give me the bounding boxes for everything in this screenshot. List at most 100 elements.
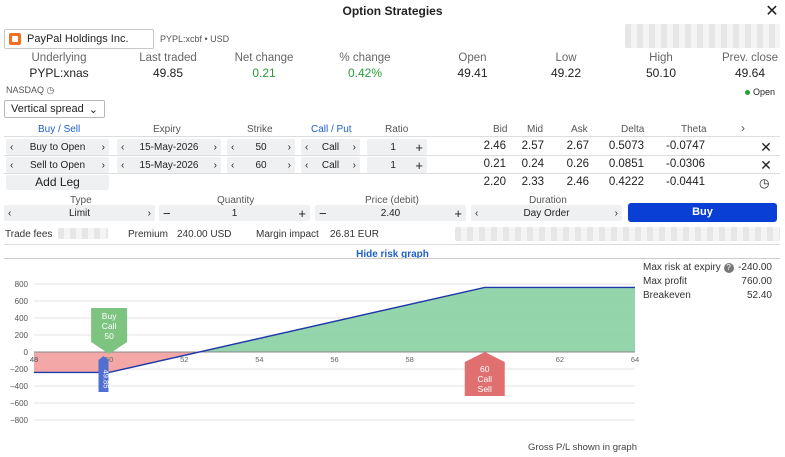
remove-leg-icon[interactable]: ✕ [760, 139, 772, 155]
leg-bid: 0.21 [483, 158, 506, 170]
chevron-down-icon: ⌄ [88, 103, 98, 116]
y-tick-label: 400 [15, 314, 29, 323]
leg-row: ‹ Buy to Open › ‹ 15-May-2026 › ‹ 50 › ‹ Call › … [0, 139, 785, 157]
buy-button[interactable]: Buy [628, 203, 777, 222]
quantity-stepper[interactable]: − 1 + [159, 205, 310, 221]
current-price-marker [98, 356, 109, 392]
max-risk-value: -240.00 [738, 262, 772, 273]
minus-icon[interactable]: − [163, 205, 171, 221]
leg-strike-select[interactable]: ‹ 50 › [227, 139, 295, 155]
chevron-left-icon[interactable]: ‹ [10, 159, 14, 171]
stat-header: Prev. close [721, 52, 779, 64]
add-leg-button[interactable]: Add Leg [6, 175, 109, 190]
stat-header: Net change [234, 52, 294, 64]
minus-icon[interactable]: − [319, 205, 327, 221]
leg-action-select[interactable]: ‹ Sell to Open › [6, 157, 109, 173]
leg-expiry-select[interactable]: ‹ 15-May-2026 › [117, 157, 221, 173]
chevron-left-icon[interactable]: ‹ [121, 141, 125, 153]
chevron-right-icon[interactable]: › [101, 159, 105, 171]
x-tick-label: 50 [105, 355, 113, 364]
chevron-right-icon[interactable]: › [352, 141, 356, 153]
leg-delta: 0.0851 [608, 158, 644, 170]
chevron-right-icon[interactable]: › [147, 207, 151, 219]
max-profit-label: Max profit [643, 276, 687, 287]
sell-call-marker-label: 60 [480, 364, 490, 374]
leg-theta: -0.0306 [665, 158, 705, 170]
plus-icon[interactable]: + [415, 139, 423, 155]
stat-header: High [649, 52, 673, 64]
window-title: Option Strategies [342, 4, 443, 18]
chevron-left-icon[interactable]: ‹ [121, 159, 125, 171]
col-strike: Strike [247, 124, 273, 135]
y-tick-label: 600 [15, 297, 29, 306]
margin-impact-label: Margin impact [256, 229, 319, 240]
leg-strike-value: 50 [255, 141, 267, 153]
chevron-left-icon[interactable]: ‹ [10, 141, 14, 153]
leg-action-select[interactable]: ‹ Buy to Open › [6, 139, 109, 155]
chevron-right-icon[interactable]: › [213, 159, 217, 171]
chevron-left-icon[interactable]: ‹ [8, 207, 12, 219]
leg-ask: 2.67 [566, 140, 589, 152]
chevron-right-icon[interactable]: › [101, 141, 105, 153]
total-ask: 2.46 [566, 176, 589, 188]
y-tick-label: −800 [10, 416, 29, 425]
leg-strike-select[interactable]: ‹ 60 › [227, 157, 295, 173]
total-theta: -0.0441 [665, 176, 705, 188]
leg-ratio-stepper[interactable]: 1 + [367, 139, 427, 155]
order-type-select[interactable]: ‹ Limit › [4, 205, 155, 221]
stat-percent-change: 0.42% [347, 66, 383, 80]
hide-risk-graph-link[interactable]: Hide risk graph [356, 249, 429, 260]
plus-icon[interactable]: + [298, 205, 306, 221]
close-icon[interactable]: ✕ [765, 3, 779, 20]
chevron-left-icon[interactable]: ‹ [475, 207, 479, 219]
buy-call-marker-label: 50 [104, 331, 114, 341]
gross-pl-note: Gross P/L shown in graph [528, 442, 637, 453]
chevron-right-icon[interactable]: › [352, 159, 356, 171]
duration-select[interactable]: ‹ Day Order › [471, 205, 622, 221]
chevron-right-icon[interactable]: › [741, 121, 745, 135]
buy-call-marker-label: Call [102, 321, 117, 331]
symbol-code: PYPL:xcbf • USD [160, 34, 230, 44]
chevron-left-icon[interactable]: ‹ [305, 159, 309, 171]
chevron-left-icon[interactable]: ‹ [305, 141, 309, 153]
stat-last-traded: 49.85 [152, 66, 184, 80]
help-icon[interactable]: ? [723, 263, 734, 273]
remove-leg-icon[interactable]: ✕ [760, 157, 772, 173]
stat-high: 50.10 [645, 66, 677, 80]
leg-action-value: Buy to Open [29, 141, 86, 153]
leg-action-value: Sell to Open [29, 159, 86, 171]
sell-call-marker [464, 352, 505, 396]
leg-type-select[interactable]: ‹ Call › [301, 157, 360, 173]
chevron-right-icon[interactable]: › [287, 141, 291, 153]
price-stepper[interactable]: − 2.40 + [315, 205, 466, 221]
max-risk-label: Max risk at expiry ? [643, 262, 734, 273]
total-bid: 2.20 [483, 176, 506, 188]
chevron-right-icon[interactable]: › [213, 141, 217, 153]
chevron-left-icon[interactable]: ‹ [231, 159, 235, 171]
x-tick-label: 48 [30, 355, 38, 364]
leg-strike-value: 60 [255, 159, 267, 171]
chevron-left-icon[interactable]: ‹ [231, 141, 235, 153]
stat-header: Underlying [31, 52, 87, 64]
margin-impact-value: 26.81 EUR [330, 229, 379, 240]
current-price-label: 49.85 [101, 370, 110, 389]
premium-value: 240.00 USD [177, 229, 232, 240]
stat-prev-close: 49.64 [734, 66, 766, 80]
plus-icon[interactable]: + [415, 157, 423, 173]
chevron-right-icon[interactable]: › [614, 207, 618, 219]
clock-icon[interactable]: ◷ [759, 176, 770, 190]
status-dot-icon [745, 90, 750, 96]
buy-call-marker-label: Buy [102, 311, 117, 321]
x-tick-label: 62 [556, 355, 564, 364]
leg-ratio-stepper[interactable]: 1 + [367, 157, 427, 173]
symbol-search-field[interactable]: PayPal Holdings Inc. [4, 29, 154, 49]
plus-icon[interactable]: + [454, 205, 462, 221]
premium-label: Premium [128, 229, 169, 240]
chevron-right-icon[interactable]: › [287, 159, 291, 171]
strategy-select[interactable]: Vertical spread ⌄ [4, 100, 105, 118]
redacted-account-info [625, 24, 780, 48]
leg-ratio-value: 1 [390, 159, 396, 171]
leg-expiry-select[interactable]: ‹ 15-May-2026 › [117, 139, 221, 155]
leg-type-select[interactable]: ‹ Call › [301, 139, 360, 155]
